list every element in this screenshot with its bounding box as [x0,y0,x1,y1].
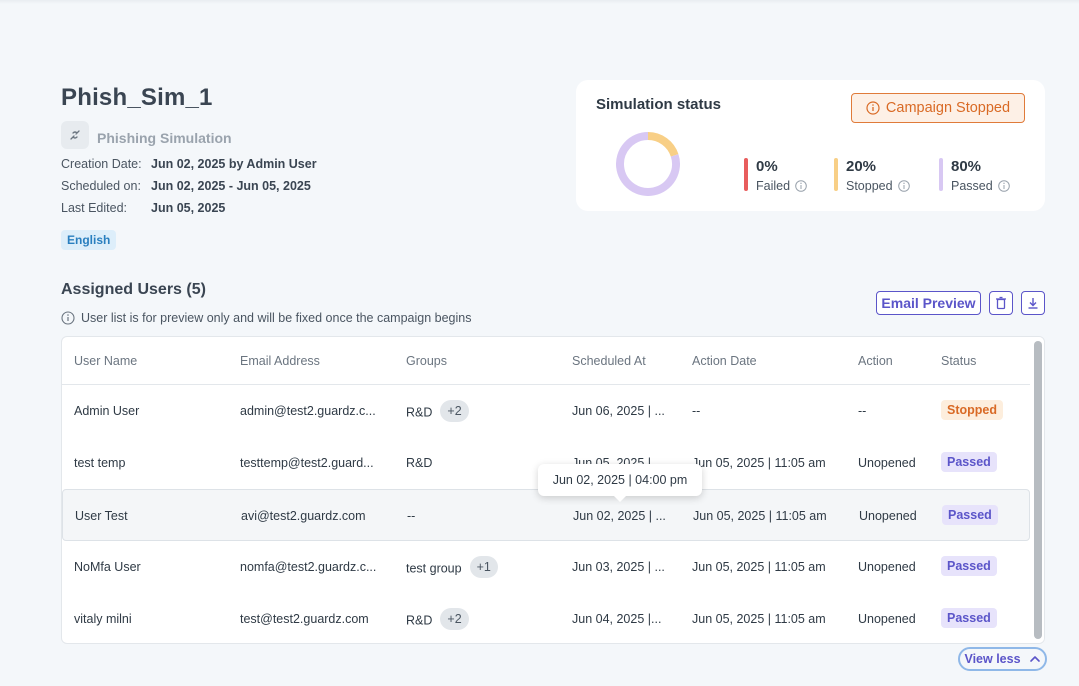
status-badge: Passed [942,505,998,525]
trash-icon [996,296,1006,310]
email-preview-button[interactable]: Email Preview [876,291,981,315]
donut-slice-passed [616,132,680,196]
campaign-type: Phishing Simulation [61,121,232,149]
status-donut-chart [616,132,680,196]
stat-bar [744,158,748,191]
header-action[interactable]: Action [858,354,893,368]
chevron-up-icon [1029,656,1040,662]
last-edited: Last Edited: Jun 05, 2025 [61,201,226,215]
table-row[interactable]: User Test avi@test2.guardz.com -- Jun 02… [62,489,1030,541]
page-title: Phish_Sim_1 [61,84,213,111]
status-badge: Stopped [941,400,1003,420]
table-header: User Name Email Address Groups Scheduled… [62,337,1030,385]
donut-slice-stopped [647,132,679,157]
assigned-users-table: User Name Email Address Groups Scheduled… [61,336,1045,644]
campaign-stopped-badge: Campaign Stopped [851,93,1025,123]
assigned-users-note: User list is for preview only and will b… [61,311,471,325]
table-row[interactable]: Admin User admin@test2.guardz.c... R&D +2… [62,385,1030,437]
download-button[interactable] [1021,291,1045,315]
delete-button[interactable] [989,291,1013,315]
status-badge: Passed [941,608,997,628]
scheduled-on: Scheduled on: Jun 02, 2025 - Jun 05, 2025 [61,179,311,193]
status-card-title: Simulation status [596,96,722,113]
groups-more-chip[interactable]: +1 [469,556,498,578]
creation-date: Creation Date: Jun 02, 2025 by Admin User [61,157,317,171]
header-scheduled-at[interactable]: Scheduled At [572,354,646,368]
info-icon [866,101,880,115]
info-icon[interactable] [897,180,910,192]
header-status[interactable]: Status [941,354,977,368]
header-action-date[interactable]: Action Date [692,354,757,368]
info-icon [61,311,75,325]
info-icon[interactable] [795,180,807,192]
link-icon [61,121,89,149]
groups-more-chip[interactable]: +2 [440,400,469,422]
status-badge: Passed [941,556,997,576]
scheduled-at-tooltip: Jun 02, 2025 | 04:00 pm [538,464,702,502]
view-less-button[interactable]: View less [958,647,1047,671]
table-row[interactable]: test temp testtemp@test2.guard... R&D Ju… [62,437,1030,489]
stat-bar [834,158,838,191]
table-row[interactable]: vitaly milni test@test2.guardz.com R&D +2… [62,593,1030,643]
scrollbar-thumb[interactable] [1034,341,1042,639]
status-badge: Passed [941,452,997,472]
table-row[interactable]: NoMfa User nomfa@test2.guardz.c... test … [62,541,1030,593]
assigned-users-title: Assigned Users (5) [61,281,206,298]
stat-bar [939,158,943,191]
campaign-type-label: Phishing Simulation [97,130,232,146]
header-user-name[interactable]: User Name [74,354,138,368]
header-email[interactable]: Email Address [240,354,320,368]
top-bar [0,0,1079,4]
info-icon[interactable] [997,180,1010,192]
language-badge: English [61,230,117,250]
download-icon [1028,298,1038,309]
simulation-status-card: Simulation status Campaign Stopped 0% Fa… [576,80,1045,211]
groups-more-chip[interactable]: +2 [440,608,469,630]
header-groups[interactable]: Groups [406,354,447,368]
